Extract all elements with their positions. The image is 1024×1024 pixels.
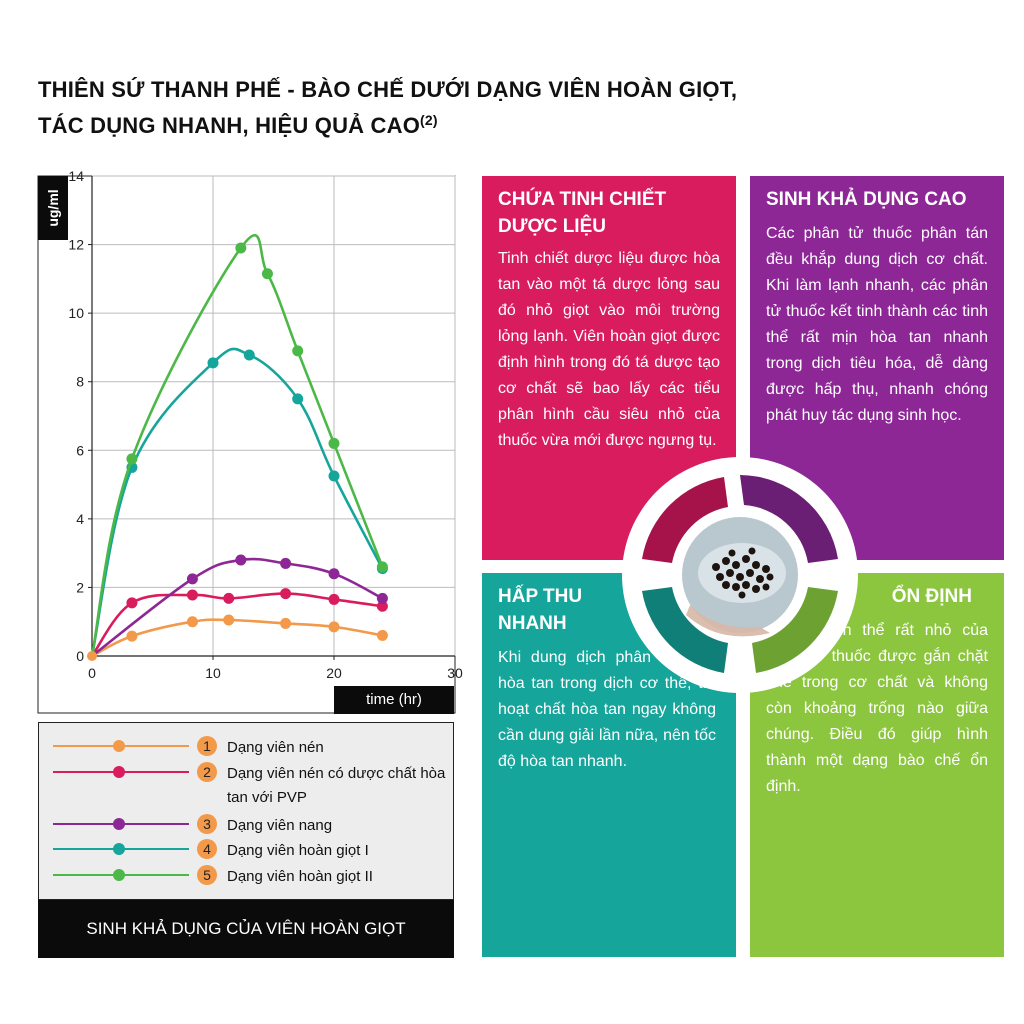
panel-heading-line-2: DƯỢC LIỆU [498,216,606,237]
x-tick-label: 20 [326,665,342,681]
data-point-series-1 [280,617,292,629]
panel-heading: HẤP THU NHANH [498,583,720,637]
title-line-2: TÁC DỤNG NHANH, HIỆU QUẢ CAO(2) [38,105,798,141]
ring-segment-purple [740,475,838,563]
legend-item-5: 5 Dạng viên hoàn giọt II [39,862,453,888]
title-superscript: (2) [420,112,438,128]
data-point-series-4 [243,349,255,361]
data-point-series-2 [280,588,292,600]
bioavailability-chart: 0 2 4 6 8 10 12 14 0 10 20 30 [37,168,463,714]
y-tick-label: 6 [76,442,84,458]
data-point-series-3 [328,568,340,580]
ring-segment-green [752,587,838,673]
panel-heading-line-1: HẤP THU [498,586,583,607]
legend-item-2: 2 Dạng viên nén có dược chất hòa tan với… [39,759,453,811]
data-point-series-2 [328,593,340,605]
data-point-series-1 [186,616,198,628]
legend-marker [113,740,125,752]
data-point-series-5 [292,345,304,357]
data-point-series-2 [376,600,388,612]
legend-label: Dạng viên nang [227,817,333,834]
y-tick-label: 14 [68,168,84,184]
x-tick-label: 0 [88,665,96,681]
legend-label: Dạng viên nén có dược chất hòa tan với P… [227,765,446,806]
panel-body: Các phân tử thuốc phân tán đều khắp dung… [766,225,988,424]
panel-bioavailability: SINH KHẢ DỤNG CAO Các phân tử thuốc phân… [750,176,1004,560]
data-point-series-1 [223,614,235,626]
data-point-series-1 [376,629,388,641]
panel-heading-line-1: CHỨA TINH CHIẾT [498,189,667,210]
legend-label: Dạng viên hoàn giọt II [227,868,373,885]
data-point-series-3 [280,557,292,569]
page-title: THIÊN SỨ THANH PHẾ - BÀO CHẾ DƯỚI DẠNG V… [38,74,798,141]
pill-cluster [712,547,774,599]
ring-segment-magenta [642,477,728,563]
chart-caption: SINH KHẢ DỤNG CỦA VIÊN HOÀN GIỌT [38,900,454,958]
data-point-series-2 [186,589,198,601]
legend-marker [113,843,125,855]
cycle-ring-graphic [622,457,858,693]
data-point-series-2 [126,597,138,609]
plot-frame [37,175,456,714]
data-point-series-1 [126,630,138,642]
legend-number: 3 [197,814,217,834]
ring-segment-teal [642,587,728,673]
panel-body: Tinh chiết dược liệu được hòa tan vào mộ… [498,250,720,449]
y-tick-label: 8 [76,374,84,390]
x-axis-label-badge: time (hr) [334,686,454,714]
y-axis-label-badge: ug/ml [38,176,68,240]
data-point-series-5 [376,561,388,573]
legend-label: Dạng viên nén [227,739,324,756]
data-point-series-5 [261,268,273,280]
y-tick-label: 4 [76,511,84,527]
data-point-series-4 [328,470,340,482]
origin-point [87,651,97,661]
legend-number: 4 [197,839,217,859]
panel-body: Khi dung dịch phân tán rắn hòa tan trong… [498,649,716,770]
legend-item-1: 1 Dạng viên nén [39,733,453,759]
data-point-series-1 [328,621,340,633]
title-line-1: THIÊN SỨ THANH PHẾ - BÀO CHẾ DƯỚI DẠNG V… [38,77,738,102]
data-point-series-3 [235,554,247,566]
data-point-series-5 [328,437,340,449]
legend-number: 2 [197,762,217,782]
data-point-series-4 [207,357,219,369]
y-tick-label: 12 [68,237,84,253]
legend-number: 5 [197,865,217,885]
x-tick-label: 10 [205,665,221,681]
data-point-series-3 [186,573,198,585]
x-tick-label: 30 [447,665,463,681]
y-axis-label: ug/ml [45,189,61,227]
panel-heading: CHỨA TINH CHIẾT DƯỢC LIỆU [498,186,720,240]
data-point-series-3 [376,592,388,604]
legend-marker [113,766,125,778]
legend-label: Dạng viên hoàn giọt I [227,842,369,859]
data-point-series-5 [126,453,138,465]
title-line-2-text: TÁC DỤNG NHANH, HIỆU QUẢ CAO [38,113,421,138]
legend-item-3: 3 Dạng viên nang [39,811,453,837]
chart-legend: 1 Dạng viên nén 2 Dạng viên nén có dược … [38,722,454,900]
data-point-series-4 [292,393,304,405]
legend-item-4: 4 Dạng viên hoàn giọt I [39,836,453,862]
y-tick-label: 10 [68,305,84,321]
legend-number: 1 [197,736,217,756]
y-tick-label: 2 [76,579,84,595]
hand-shape [686,605,770,637]
data-point-series-5 [235,242,247,254]
y-tick-label: 0 [76,648,84,664]
legend-marker [113,818,125,830]
data-point-series-2 [223,592,235,604]
panel-heading-line-2: NHANH [498,613,567,634]
legend-marker [113,869,125,881]
panel-heading: ỔN ĐỊNH [891,586,972,607]
panel-heading: SINH KHẢ DỤNG CAO [766,189,967,210]
x-axis-label: time (hr) [366,691,422,708]
